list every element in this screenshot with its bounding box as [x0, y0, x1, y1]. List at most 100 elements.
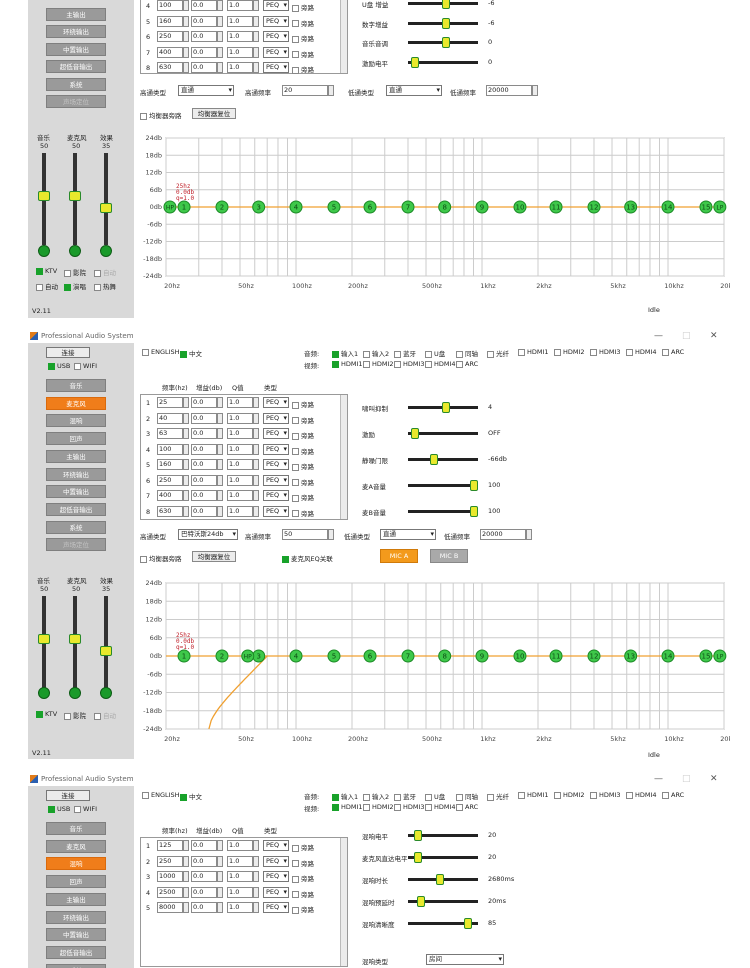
nav-surround-output[interactable]: 环绕输出 [46, 467, 106, 481]
audio-input-6[interactable]: 光纤 [487, 791, 509, 801]
gain-input[interactable]: 0.0 [191, 840, 217, 851]
bypass-checkbox[interactable]: 旁路 [292, 858, 314, 868]
nav-center-output[interactable]: 中置输出 [46, 928, 106, 942]
type-select[interactable]: PEQ [263, 15, 289, 27]
checkbox[interactable] [64, 283, 71, 291]
eq-reset-button[interactable]: 均衡器复位 [192, 108, 236, 119]
bypass-checkbox[interactable]: 旁路 [292, 904, 314, 914]
gain-input[interactable]: 0.0 [191, 0, 217, 11]
hp-type-select[interactable]: 直通 [178, 85, 234, 96]
slider[interactable] [408, 852, 478, 863]
freq-input[interactable]: 125 [157, 840, 183, 851]
q-input[interactable]: 1.0 [227, 855, 253, 867]
fader-knob[interactable] [69, 191, 81, 201]
nav-subwoofer-output[interactable]: 超低音输出 [46, 502, 106, 516]
nav-center-output[interactable]: 中置输出 [46, 485, 106, 499]
type-select[interactable]: PEQ [263, 412, 289, 424]
slider[interactable] [408, 874, 478, 885]
q-input[interactable]: 1.0 [227, 886, 253, 898]
speaker-icon[interactable] [69, 245, 81, 257]
checkbox[interactable] [48, 805, 55, 813]
eq-bypass-checkbox[interactable]: 均衡器旁路 [140, 110, 182, 120]
audio-input-5[interactable]: 同轴 [456, 791, 478, 801]
spinner[interactable] [253, 443, 259, 455]
freq-input[interactable]: 630 [157, 62, 183, 73]
type-select[interactable]: PEQ [263, 855, 289, 867]
slider-knob[interactable] [411, 428, 419, 439]
type-select[interactable]: PEQ [263, 474, 289, 486]
checkbox[interactable] [142, 348, 149, 356]
q-input[interactable]: 1.0 [227, 0, 253, 11]
spinner[interactable] [217, 443, 223, 455]
nav-reverb[interactable]: 混响 [46, 414, 106, 428]
type-select[interactable]: PEQ [263, 902, 289, 913]
nav-main-output[interactable]: 主输出 [46, 449, 106, 463]
video-input-3[interactable]: HDMI3 [394, 803, 425, 811]
checkbox[interactable] [425, 360, 432, 368]
checkbox[interactable] [590, 348, 597, 356]
spinner[interactable] [217, 428, 223, 439]
spinner[interactable] [217, 855, 223, 867]
type-select[interactable]: PEQ [263, 840, 289, 851]
minimize-icon[interactable]: — [654, 774, 663, 784]
music-fader[interactable] [38, 153, 50, 245]
audio-input-3[interactable]: 蓝牙 [394, 348, 416, 358]
fader-knob[interactable] [100, 646, 112, 656]
checkbox[interactable] [292, 51, 299, 58]
spinner[interactable] [253, 855, 259, 867]
slider-knob[interactable] [417, 896, 425, 907]
checkbox[interactable] [487, 350, 494, 358]
spinner[interactable] [253, 459, 259, 470]
q-input[interactable]: 1.0 [227, 443, 253, 455]
freq-input[interactable]: 1000 [157, 871, 183, 882]
spinner[interactable] [217, 886, 223, 898]
q-input[interactable]: 1.0 [227, 840, 253, 851]
maximize-icon[interactable]: □ [682, 774, 691, 784]
music-fader[interactable] [38, 596, 50, 688]
checkbox[interactable] [292, 494, 299, 502]
checkbox[interactable] [394, 803, 401, 811]
nav-main-output[interactable]: 主输出 [46, 8, 106, 21]
type-select[interactable]: PEQ [263, 459, 289, 470]
checkbox[interactable] [74, 805, 81, 813]
bypass-checkbox[interactable]: 旁路 [292, 33, 314, 43]
scrollbar[interactable] [340, 0, 347, 73]
freq-input[interactable]: 100 [157, 0, 183, 11]
nav-subwoofer-output[interactable]: 超低音输出 [46, 60, 106, 73]
nav-main-output[interactable]: 主输出 [46, 892, 106, 906]
slider[interactable] [408, 480, 478, 491]
type-select[interactable]: PEQ [263, 886, 289, 898]
eq-bypass-checkbox[interactable]: 均衡器旁路 [140, 553, 182, 563]
bypass-checkbox[interactable]: 旁路 [292, 430, 314, 440]
checkbox[interactable] [64, 269, 71, 277]
lang-english[interactable]: ENGLISH [142, 791, 180, 799]
spinner[interactable] [183, 490, 189, 501]
spinner[interactable] [253, 474, 259, 486]
spinner[interactable] [217, 397, 223, 408]
q-input[interactable]: 1.0 [227, 397, 253, 408]
bypass-checkbox[interactable]: 旁路 [292, 477, 314, 487]
freq-input[interactable]: 63 [157, 428, 183, 439]
mode-auto[interactable]: 自动 [36, 281, 58, 291]
eq-reset-button[interactable]: 均衡器复位 [192, 551, 236, 562]
slider[interactable] [408, 56, 478, 68]
checkbox[interactable] [292, 479, 299, 486]
type-select[interactable]: PEQ [263, 428, 289, 439]
nav-echo[interactable]: 回声 [46, 432, 106, 446]
checkbox[interactable] [590, 791, 597, 799]
freq-input[interactable]: 400 [157, 46, 183, 58]
checkbox[interactable] [292, 20, 299, 27]
spinner[interactable] [183, 443, 189, 455]
gain-input[interactable]: 0.0 [191, 428, 217, 439]
checkbox[interactable] [363, 793, 370, 801]
checkbox[interactable] [626, 791, 633, 799]
spinner[interactable] [253, 886, 259, 898]
nav-surround-output[interactable]: 环绕输出 [46, 25, 106, 38]
slider-knob[interactable] [411, 56, 419, 68]
slider-knob[interactable] [442, 0, 450, 9]
speaker-icon[interactable] [69, 687, 81, 699]
spinner[interactable] [253, 505, 259, 517]
slider[interactable] [408, 0, 478, 9]
checkbox[interactable] [142, 791, 149, 799]
close-icon[interactable]: ✕ [710, 774, 718, 784]
